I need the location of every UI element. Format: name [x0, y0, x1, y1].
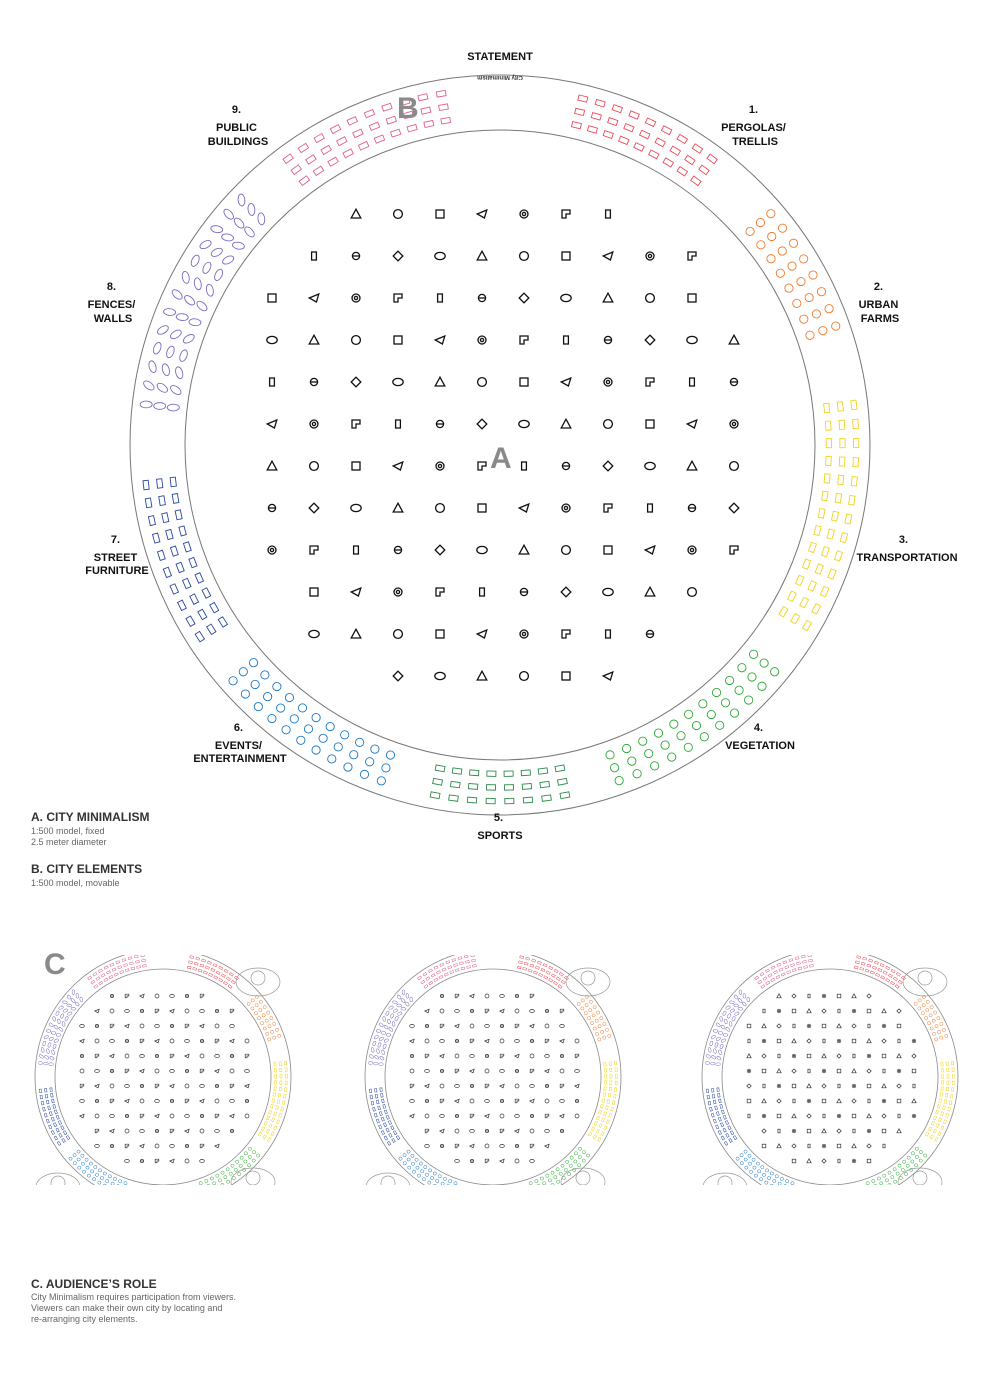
- audience-diagram-2: [364, 955, 622, 1185]
- audience-diagrams: [34, 955, 959, 1185]
- marker-a: A: [490, 442, 512, 475]
- caption-b-title: B. CITY ELEMENTS: [31, 862, 143, 876]
- city-elements-grid: [265, 207, 740, 682]
- caption-c-line-3: re-arranging city elements.: [31, 1314, 138, 1324]
- category-label-sports: 5. SPORTS: [477, 812, 522, 842]
- caption-a-line-1: 1:500 model, fixed: [31, 826, 105, 836]
- category-label-fences: 8. FENCES/ WALLS: [88, 281, 139, 325]
- category-label-transportation: 3. TRANSPORTATION: [856, 534, 957, 564]
- statement-text: City Minimalism: [420, 74, 580, 80]
- caption-a-line-2: 2.5 meter diameter: [31, 837, 107, 847]
- category-label-urban-farms: 2. URBAN FARMS: [859, 281, 902, 325]
- category-label-pergolas: 1. PERGOLAS/ TRELLIS: [721, 104, 789, 148]
- inner-ring: [184, 129, 816, 761]
- audience-diagram-3: [701, 955, 959, 1185]
- category-label-public-buildings: 9. PUBLIC BUILDINGS: [208, 104, 269, 148]
- audience-diagram-1: [34, 955, 292, 1185]
- statement-title: City Minimalism: [477, 74, 523, 80]
- ring-elements: [139, 89, 860, 805]
- marker-b: B: [397, 92, 419, 125]
- outer-ring: [129, 74, 871, 816]
- caption-c-title: C. AUDIENCE’S ROLE: [31, 1277, 157, 1291]
- statement-label: STATEMENT: [467, 51, 533, 63]
- category-label-events: 6. EVENTS/ ENTERTAINMENT: [193, 722, 287, 765]
- category-label-vegetation: 4. VEGETATION: [725, 722, 795, 752]
- category-label-street-furniture: 7. STREET FURNITURE: [85, 534, 149, 577]
- marker-c: C: [44, 948, 66, 981]
- caption-c-line-1: City Minimalism requires participation f…: [31, 1292, 237, 1302]
- caption-b-line-1: 1:500 model, movable: [31, 878, 120, 888]
- caption-c-line-2: Viewers can make their own city by locat…: [31, 1303, 223, 1313]
- main-diagram: A B STATEMENT 1. PERGOLAS/ TRELLIS 2. UR…: [85, 51, 957, 842]
- caption-a-title: A. CITY MINIMALISM: [31, 810, 150, 824]
